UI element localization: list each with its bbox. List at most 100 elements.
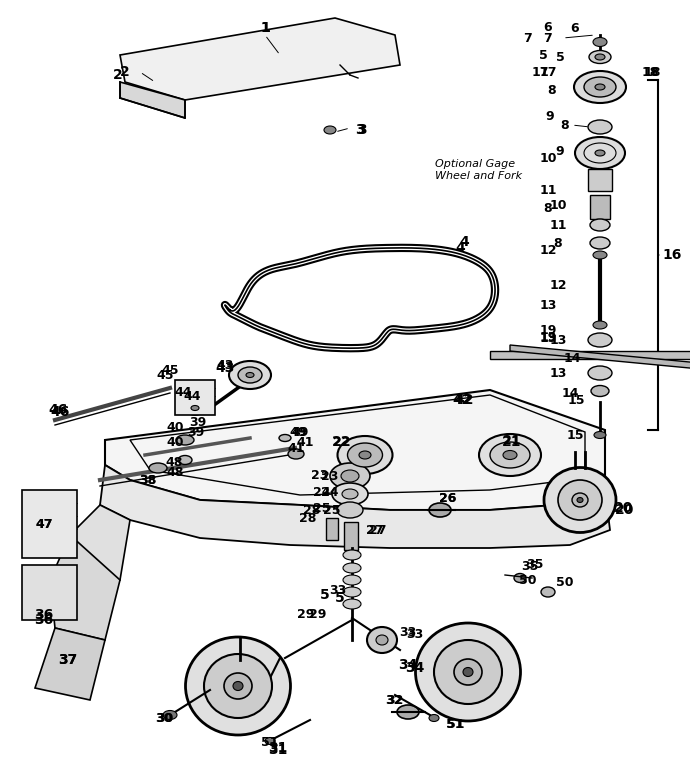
- Polygon shape: [510, 345, 690, 369]
- Ellipse shape: [577, 498, 583, 502]
- Polygon shape: [120, 82, 185, 118]
- Text: 33: 33: [400, 626, 417, 640]
- Ellipse shape: [434, 640, 502, 704]
- Ellipse shape: [589, 51, 611, 64]
- Text: 50: 50: [556, 576, 574, 588]
- Text: 32: 32: [386, 693, 404, 707]
- Ellipse shape: [593, 37, 607, 47]
- Text: 18: 18: [641, 65, 659, 79]
- Text: 24: 24: [322, 485, 339, 499]
- Text: 13: 13: [549, 366, 566, 379]
- Text: 40: 40: [166, 435, 184, 449]
- Text: 13: 13: [540, 298, 557, 312]
- Ellipse shape: [463, 668, 473, 676]
- Ellipse shape: [343, 587, 361, 597]
- Text: 22: 22: [333, 435, 351, 449]
- Bar: [175, 380, 215, 415]
- Text: 41: 41: [296, 435, 314, 449]
- Ellipse shape: [337, 436, 393, 474]
- Text: 35: 35: [526, 559, 544, 572]
- Ellipse shape: [593, 251, 607, 259]
- Text: 15: 15: [566, 428, 584, 442]
- Text: 5: 5: [335, 591, 345, 605]
- Ellipse shape: [415, 623, 520, 721]
- Text: 8: 8: [561, 118, 569, 132]
- Ellipse shape: [163, 710, 177, 720]
- Text: 41: 41: [287, 442, 305, 454]
- Text: 37: 37: [59, 653, 77, 667]
- Text: 43: 43: [215, 361, 235, 375]
- Ellipse shape: [224, 673, 252, 699]
- Text: 3: 3: [357, 123, 367, 137]
- Text: 4: 4: [455, 241, 465, 255]
- Text: 7: 7: [544, 31, 553, 44]
- Ellipse shape: [149, 463, 167, 473]
- Ellipse shape: [186, 637, 290, 735]
- Bar: [588, 169, 612, 191]
- Text: 30: 30: [155, 711, 172, 724]
- Ellipse shape: [178, 456, 192, 464]
- Text: 17: 17: [531, 65, 549, 79]
- Text: 33: 33: [406, 629, 424, 641]
- Ellipse shape: [558, 480, 602, 520]
- Ellipse shape: [590, 219, 610, 231]
- Text: 29: 29: [309, 608, 326, 622]
- Polygon shape: [50, 535, 120, 640]
- Ellipse shape: [591, 386, 609, 397]
- Text: 7: 7: [524, 31, 533, 44]
- Text: 18: 18: [643, 65, 661, 79]
- Text: 21: 21: [502, 435, 522, 449]
- Text: 26: 26: [440, 492, 457, 505]
- Text: 48: 48: [166, 466, 184, 478]
- Text: 8: 8: [553, 237, 562, 249]
- Text: 1: 1: [260, 21, 270, 35]
- Text: 13: 13: [549, 333, 566, 347]
- Ellipse shape: [575, 137, 625, 169]
- Text: 32: 32: [385, 693, 403, 707]
- Ellipse shape: [330, 463, 370, 489]
- Text: 34: 34: [405, 661, 424, 675]
- Text: 16: 16: [662, 248, 682, 262]
- Text: 28: 28: [304, 503, 321, 516]
- Ellipse shape: [595, 150, 605, 156]
- Text: 28: 28: [299, 512, 317, 524]
- Bar: [344, 522, 358, 550]
- Text: 50: 50: [520, 573, 537, 587]
- Text: 26: 26: [440, 492, 457, 505]
- Text: 31: 31: [268, 743, 288, 757]
- Text: 4: 4: [459, 235, 469, 249]
- Text: 51: 51: [262, 735, 279, 749]
- Ellipse shape: [343, 599, 361, 609]
- Text: 15: 15: [567, 393, 584, 407]
- Ellipse shape: [343, 575, 361, 585]
- Ellipse shape: [176, 435, 194, 445]
- Text: 51: 51: [446, 718, 464, 731]
- Text: 2: 2: [120, 65, 130, 79]
- Text: 11: 11: [540, 184, 557, 196]
- Text: 6: 6: [544, 20, 552, 33]
- Ellipse shape: [288, 449, 304, 459]
- Text: 37: 37: [59, 653, 77, 667]
- Ellipse shape: [341, 470, 359, 482]
- Ellipse shape: [337, 502, 363, 518]
- Bar: [326, 518, 338, 540]
- Ellipse shape: [376, 635, 388, 645]
- Text: 44: 44: [184, 390, 201, 403]
- Ellipse shape: [479, 434, 541, 476]
- Text: 8: 8: [548, 83, 556, 97]
- Text: 21: 21: [503, 433, 521, 446]
- Text: 14: 14: [561, 386, 579, 400]
- Polygon shape: [100, 465, 610, 548]
- Ellipse shape: [332, 483, 368, 505]
- Ellipse shape: [265, 738, 275, 745]
- Ellipse shape: [367, 627, 397, 653]
- Text: 11: 11: [549, 218, 566, 231]
- Ellipse shape: [595, 54, 605, 60]
- Text: 20: 20: [615, 503, 635, 517]
- Text: 12: 12: [549, 279, 566, 291]
- Text: 27: 27: [369, 523, 387, 537]
- Text: 46: 46: [48, 403, 68, 417]
- Polygon shape: [105, 390, 605, 510]
- Ellipse shape: [246, 372, 254, 378]
- Text: 40: 40: [166, 421, 184, 433]
